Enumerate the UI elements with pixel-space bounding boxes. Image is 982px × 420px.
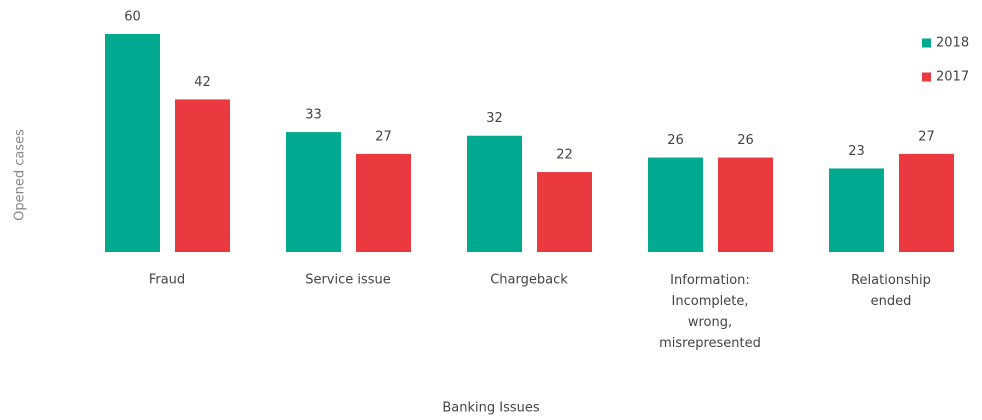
x-tick-label: Chargeback [490, 273, 568, 288]
value-label: 27 [918, 129, 935, 144]
legend-label: 2018 [936, 36, 969, 51]
value-label: 23 [848, 144, 865, 159]
value-label: 33 [305, 108, 322, 123]
x-tick-label: Service issue [305, 273, 391, 288]
x-tick-label: Relationship ended [851, 273, 931, 309]
legend-swatch [922, 72, 931, 82]
bar [175, 99, 230, 253]
x-axis-label: Banking Issues [442, 401, 540, 416]
bar [718, 157, 773, 252]
legend-label: 2017 [936, 70, 969, 85]
x-tick-label: Fraud [149, 273, 185, 288]
bar [356, 153, 411, 252]
value-label: 32 [486, 111, 503, 126]
value-label: 42 [194, 75, 211, 90]
bar [467, 135, 522, 252]
value-label: 26 [667, 133, 684, 148]
value-label: 22 [556, 148, 573, 163]
bar [286, 132, 341, 252]
bar [648, 157, 703, 252]
value-label: 26 [737, 133, 754, 148]
bar [829, 168, 884, 252]
legend-swatch [922, 38, 931, 48]
bar [105, 34, 160, 252]
bar [899, 153, 954, 252]
value-label: 27 [375, 129, 392, 144]
x-tick-label: Information: Incomplete, wrong, misrepresen… [659, 273, 761, 351]
value-label: 60 [124, 10, 141, 25]
y-axis-label: Opened cases [13, 129, 28, 221]
bar [537, 172, 592, 252]
